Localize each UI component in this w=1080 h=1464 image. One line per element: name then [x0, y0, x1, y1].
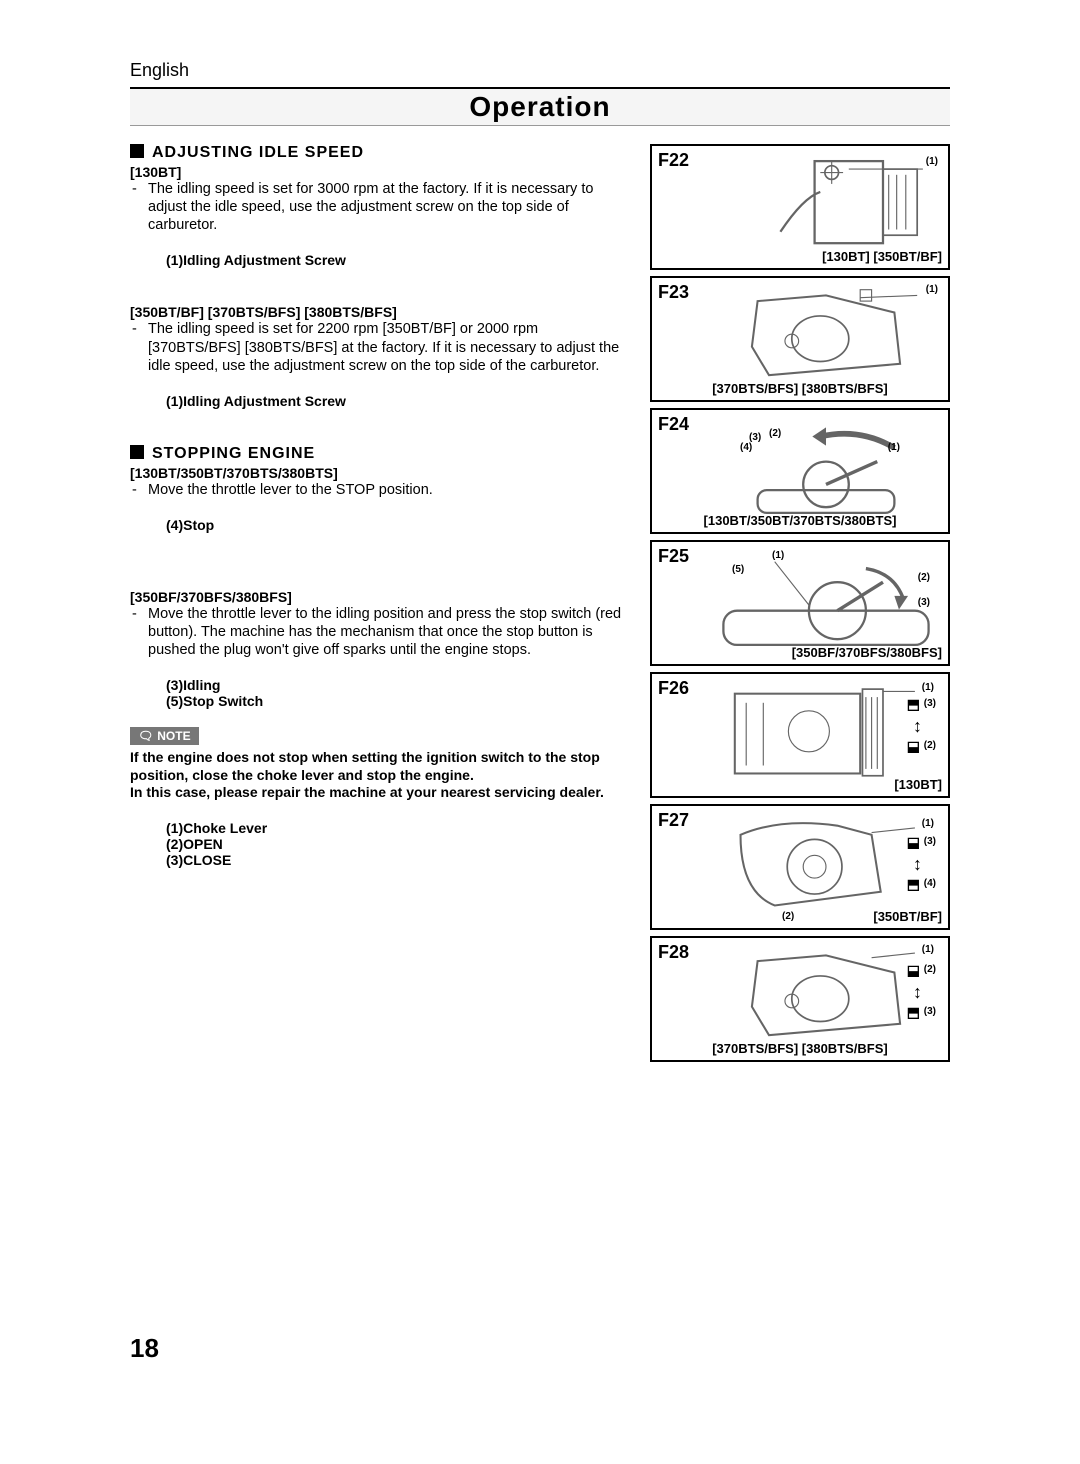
- fig-caption: [370BTS/BFS] [380BTS/BFS]: [652, 1041, 948, 1056]
- dash-bullet: -: [132, 180, 137, 198]
- updown-arrow-icon: ↕: [913, 854, 922, 875]
- page-number: 18: [130, 1333, 159, 1364]
- figure-f28: F28 (1) ⬓ (2) ↕ ⬒ (3) [370BTS/BFS] [380B…: [650, 936, 950, 1062]
- fig-label: F28: [658, 942, 689, 962]
- callout: (3): [918, 597, 930, 608]
- engine-sketch-icon: [712, 152, 940, 255]
- carburetor-sketch-icon: [712, 284, 940, 387]
- right-column: F22 (1) [130BT] [350BT/BF] F23: [650, 144, 950, 1068]
- idle-m2-text: - The idling speed is set for 2200 rpm […: [130, 320, 628, 374]
- fig-caption: [350BT/BF]: [873, 909, 942, 924]
- choke-open-icon: ⬒: [907, 876, 920, 893]
- section-title: Operation: [130, 91, 950, 123]
- stop-m1-text: - Move the throttle lever to the STOP po…: [130, 481, 628, 499]
- note-p2: (2)OPEN: [130, 836, 628, 852]
- header-stopping: STOPPING ENGINE: [130, 445, 628, 463]
- dash-bullet: -: [132, 481, 137, 499]
- stop-m2-part1: (3)Idling: [130, 677, 628, 693]
- callout: (1): [888, 442, 900, 453]
- section-title-bar: Operation: [130, 87, 950, 126]
- callout: (2): [782, 911, 794, 922]
- fig-label: F24: [658, 414, 689, 434]
- dash-bullet: -: [132, 605, 137, 623]
- fig-caption: [130BT] [350BT/BF]: [822, 249, 942, 264]
- callout: (1): [922, 818, 934, 829]
- callout: (1): [772, 550, 784, 561]
- note-p3: (3)CLOSE: [130, 852, 628, 868]
- dash-bullet: -: [132, 320, 137, 338]
- note-tag: 🗨 NOTE: [130, 727, 199, 745]
- fig-label: F22: [658, 150, 689, 170]
- language-label: English: [130, 60, 950, 81]
- choke-open-icon: ⬒: [907, 1004, 920, 1021]
- callout: (2): [924, 740, 936, 751]
- idle-m2-part: (1)Idling Adjustment Screw: [130, 393, 628, 409]
- callout: (1): [922, 944, 934, 955]
- stop-m2-part2: (5)Stop Switch: [130, 693, 628, 709]
- manual-page: English Operation ADJUSTING IDLE SPEED […: [0, 0, 1080, 1108]
- idle-m1-label: [130BT]: [130, 164, 628, 180]
- stop-m1-part: (4)Stop: [130, 517, 628, 533]
- choke-open-icon: ⬓: [907, 738, 920, 755]
- header-adjusting-text: ADJUSTING IDLE SPEED: [152, 144, 364, 161]
- figure-f25: F25 (1) (2) (3) (5) [350BF/370BFS/380BFS…: [650, 540, 950, 666]
- choke-close-icon: ⬓: [907, 834, 920, 851]
- note-tag-text: NOTE: [157, 729, 190, 743]
- stop-m1-label: [130BT/350BT/370BTS/380BTS]: [130, 465, 628, 481]
- figure-f23: F23 (1) [370BTS/BFS] [380BTS/BFS]: [650, 276, 950, 402]
- stop-m2-body: Move the throttle lever to the idling po…: [148, 606, 621, 658]
- callout: (1): [926, 284, 938, 295]
- fig-label: F27: [658, 810, 689, 830]
- figure-f27: F27 (1) ⬓ (3) ↕ ⬒ (4) (2) [350BT/BF]: [650, 804, 950, 930]
- idle-m2-body: The idling speed is set for 2200 rpm [35…: [148, 321, 619, 373]
- note-text: If the engine does not stop when setting…: [130, 749, 628, 802]
- throttle-lever-sketch-icon: [712, 416, 940, 519]
- callout: (2): [918, 572, 930, 583]
- callout: (3): [924, 698, 936, 709]
- square-bullet-icon: [130, 445, 144, 459]
- callout: (2): [769, 428, 781, 439]
- left-column: ADJUSTING IDLE SPEED [130BT] - The idlin…: [130, 144, 632, 1068]
- stop-m2-label: [350BF/370BFS/380BFS]: [130, 589, 628, 605]
- callout: (4): [740, 442, 752, 453]
- callout: (1): [926, 156, 938, 167]
- stop-switch-sketch-icon: [712, 548, 940, 651]
- carburetor-sketch-icon: [712, 944, 940, 1047]
- figure-f26: F26 (1) ⬒ (3) ↕ ⬓ (2) [130BT]: [650, 672, 950, 798]
- note-block: 🗨 NOTE If the engine does not stop when s…: [130, 727, 628, 868]
- note-p1: (1)Choke Lever: [130, 820, 628, 836]
- idle-m1-part: (1)Idling Adjustment Screw: [130, 252, 628, 268]
- figure-f22: F22 (1) [130BT] [350BT/BF]: [650, 144, 950, 270]
- idle-m2-label: [350BT/BF] [370BTS/BFS] [380BTS/BFS]: [130, 304, 628, 320]
- stop-m2-text: - Move the throttle lever to the idling …: [130, 605, 628, 659]
- idle-m1-body: The idling speed is set for 3000 rpm at …: [148, 181, 593, 233]
- header-stopping-text: STOPPING ENGINE: [152, 445, 315, 462]
- updown-arrow-icon: ↕: [913, 716, 922, 737]
- note-icon: 🗨: [138, 729, 153, 743]
- fig-caption: [130BT/350BT/370BTS/380BTS]: [652, 513, 948, 528]
- fig-caption: [370BTS/BFS] [380BTS/BFS]: [652, 381, 948, 396]
- fig-caption: [130BT]: [894, 777, 942, 792]
- header-adjusting: ADJUSTING IDLE SPEED: [130, 144, 628, 162]
- callout: (1): [922, 682, 934, 693]
- figure-f24: F24 (3) (2) (4) (1) [130BT/350BT/370BTS/…: [650, 408, 950, 534]
- fig-label: F23: [658, 282, 689, 302]
- fig-label: F26: [658, 678, 689, 698]
- callout: (4): [924, 878, 936, 889]
- square-bullet-icon: [130, 144, 144, 158]
- fig-label: F25: [658, 546, 689, 566]
- choke-close-icon: ⬓: [907, 962, 920, 979]
- callout: (5): [732, 564, 744, 575]
- callout: (3): [924, 836, 936, 847]
- engine-side-sketch-icon: [712, 812, 940, 915]
- updown-arrow-icon: ↕: [913, 982, 922, 1003]
- callout: (3): [924, 1006, 936, 1017]
- fig-caption: [350BF/370BFS/380BFS]: [792, 645, 942, 660]
- callout: (2): [924, 964, 936, 975]
- choke-close-icon: ⬒: [907, 696, 920, 713]
- content-columns: ADJUSTING IDLE SPEED [130BT] - The idlin…: [130, 144, 950, 1068]
- idle-m1-text: - The idling speed is set for 3000 rpm a…: [130, 180, 628, 234]
- stop-m1-body: Move the throttle lever to the STOP posi…: [148, 482, 433, 498]
